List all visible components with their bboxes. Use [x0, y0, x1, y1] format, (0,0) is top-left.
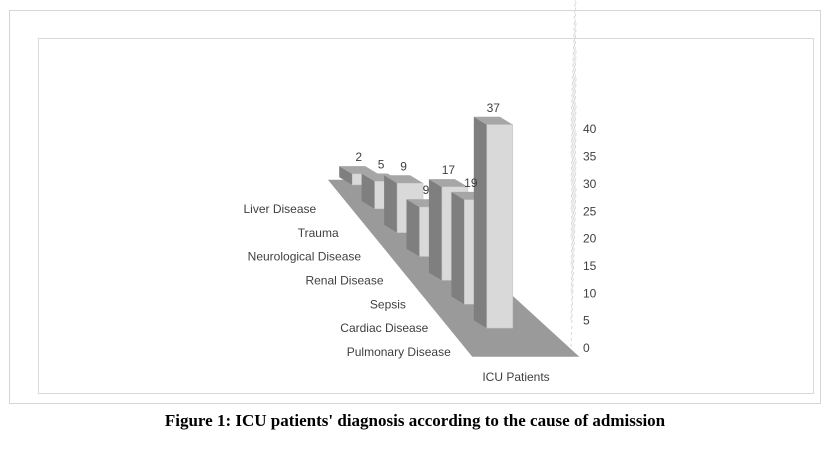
bar-side-face	[428, 179, 442, 281]
y-tick-label: 35	[583, 150, 597, 164]
bar-top-face	[473, 116, 513, 125]
y-tick-label: 30	[583, 177, 597, 191]
bar-side-face	[361, 173, 375, 209]
data-label: 2	[355, 150, 362, 164]
category-label: Cardiac Disease	[340, 321, 428, 335]
category-label: Pulmonary Disease	[347, 345, 451, 359]
bar	[486, 124, 514, 329]
data-labels: 2 5 9 9 17 19 37	[355, 101, 500, 197]
bar-side-face	[473, 116, 487, 329]
category-label: Renal Disease	[305, 274, 383, 288]
y-tick-label: 15	[583, 259, 597, 273]
category-label: Sepsis	[370, 297, 406, 311]
data-label: 37	[487, 101, 501, 115]
bar-side-face	[384, 175, 398, 233]
bar-top-face	[428, 179, 468, 187]
y-tick-label: 5	[583, 314, 590, 328]
data-label: 9	[400, 159, 407, 173]
bars	[339, 116, 514, 329]
grid-line	[570, 0, 577, 158]
bar-top-face	[384, 175, 424, 184]
bar-side-face	[339, 166, 353, 185]
y-axis-ticks: 0 5 10 15 20 25 30 35 40	[583, 122, 597, 355]
series-axis-label: ICU Patients	[482, 370, 549, 384]
grid-lines	[570, 0, 577, 351]
data-label: 17	[442, 163, 456, 177]
y-tick-label: 40	[583, 122, 597, 136]
category-label: Neurological Disease	[248, 250, 362, 264]
figure-frame	[9, 10, 821, 404]
y-tick-label: 25	[583, 204, 597, 218]
bar-top-face	[339, 166, 379, 174]
data-label: 19	[464, 176, 478, 190]
data-label: 9	[423, 183, 430, 197]
category-labels: Liver Disease Trauma Neurological Disease R…	[244, 202, 452, 359]
y-tick-label: 0	[583, 341, 590, 355]
y-tick-label: 10	[583, 286, 597, 300]
figure-caption: Figure 1: ICU patients' diagnosis accord…	[164, 411, 666, 430]
category-label: Trauma	[298, 226, 339, 240]
bar-side-face	[406, 199, 420, 257]
y-tick-label: 20	[583, 232, 597, 246]
category-label: Liver Disease	[244, 202, 317, 216]
bar-side-face	[451, 191, 465, 305]
data-label: 5	[378, 157, 385, 171]
